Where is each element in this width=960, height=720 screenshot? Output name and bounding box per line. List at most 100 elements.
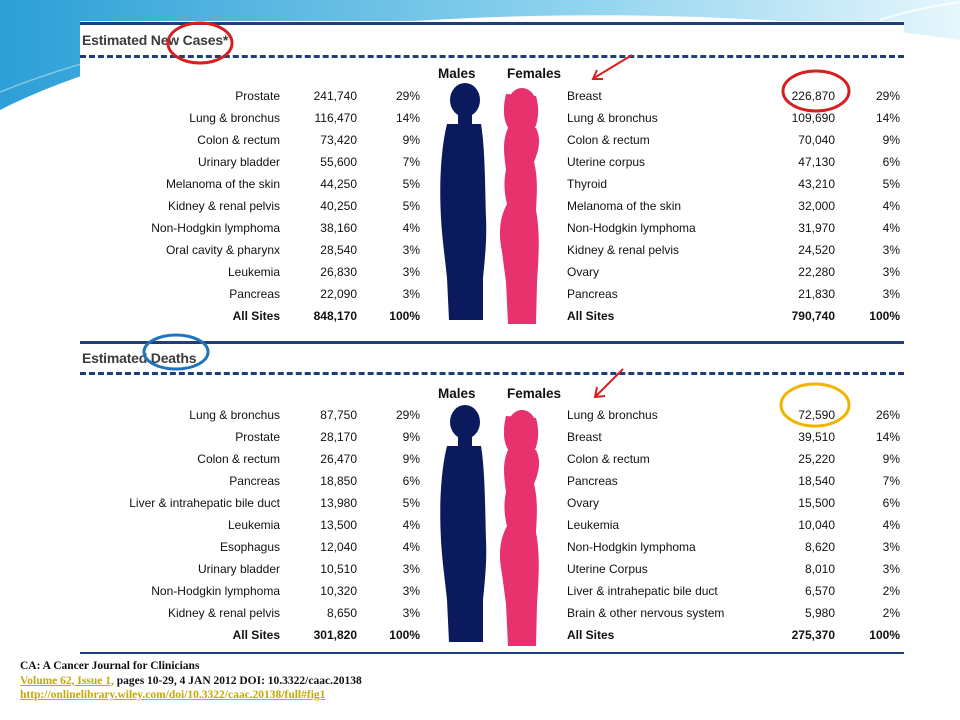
table-males-percent: 9%	[402, 133, 420, 147]
table-females-percent: 7%	[882, 474, 900, 488]
new-cases-title: Estimated New Cases*	[82, 32, 229, 48]
table-females-percent: 3%	[882, 243, 900, 257]
table-males-percent: 29%	[395, 89, 420, 103]
table-females-site: Non-Hodgkin lymphoma	[567, 540, 696, 554]
table-males-count: 28,170	[320, 430, 357, 444]
top-rule	[80, 22, 904, 25]
table-males-site: Prostate	[235, 89, 280, 103]
table-males-percent: 3%	[402, 562, 420, 576]
table-males-percent: 3%	[402, 584, 420, 598]
table-females-site: Thyroid	[567, 177, 608, 191]
table-females-percent: 9%	[882, 452, 900, 466]
total-females-count: 790,740	[791, 309, 835, 323]
table-males-count: 10,510	[320, 562, 357, 576]
table-males-site: Lung & bronchus	[189, 111, 280, 125]
total-females-count: 275,370	[791, 628, 835, 642]
total-females-site: All Sites	[567, 309, 615, 323]
table-females-percent: 2%	[882, 606, 900, 620]
total-females-percent: 100%	[869, 309, 900, 323]
table-males-site: Prostate	[235, 430, 280, 444]
table-females-count: 226,870	[791, 89, 835, 103]
table-females-count: 5,980	[804, 606, 835, 620]
table-females-site: Melanoma of the skin	[567, 199, 682, 213]
table-males-site: Lung & bronchus	[189, 408, 280, 422]
table-males-percent: 4%	[402, 518, 420, 532]
table-males-site: Leukemia	[227, 265, 280, 279]
table-males-percent: 7%	[402, 155, 420, 169]
citation-volume-link[interactable]: Volume 62, Issue 1,	[20, 674, 114, 687]
table-males-count: 10,320	[320, 584, 357, 598]
table-males-percent: 9%	[402, 430, 420, 444]
total-females-site: All Sites	[567, 628, 615, 642]
table-females-site: Breast	[567, 89, 602, 103]
new-cases-females-header: Females	[507, 66, 562, 81]
table-males-count: 26,830	[320, 265, 357, 279]
deaths-males-header: Males	[438, 386, 476, 401]
table-males-count: 28,540	[320, 243, 357, 257]
table-females-percent: 26%	[875, 408, 900, 422]
table-males-site: Non-Hodgkin lymphoma	[151, 584, 280, 598]
table-females-site: Kidney & renal pelvis	[567, 243, 680, 257]
table-males-percent: 9%	[402, 452, 420, 466]
table-males-percent: 5%	[402, 199, 420, 213]
table-females-site: Lung & bronchus	[567, 111, 658, 125]
table-males-site: Colon & rectum	[197, 452, 280, 466]
new-cases-dashed-rule	[80, 55, 904, 58]
table-males-count: 73,420	[320, 133, 357, 147]
table-males-count: 38,160	[320, 221, 357, 235]
table-males-count: 13,980	[320, 496, 357, 510]
chart-panel	[80, 21, 904, 656]
table-males-percent: 3%	[402, 606, 420, 620]
table-females-count: 21,830	[798, 287, 835, 301]
table-females-count: 109,690	[791, 111, 835, 125]
table-males-count: 22,090	[320, 287, 357, 301]
table-females-site: Brain & other nervous system	[567, 606, 725, 620]
table-males-percent: 3%	[402, 287, 420, 301]
table-females-percent: 4%	[882, 199, 900, 213]
table-males-site: Leukemia	[227, 518, 280, 532]
deaths-females-header: Females	[507, 386, 562, 401]
table-females-count: 8,620	[804, 540, 835, 554]
table-females-percent: 6%	[882, 155, 900, 169]
table-females-count: 43,210	[798, 177, 835, 191]
middle-rule	[80, 341, 904, 344]
table-males-site: Colon & rectum	[197, 133, 280, 147]
table-males-percent: 3%	[402, 265, 420, 279]
table-males-percent: 3%	[402, 243, 420, 257]
table-females-site: Ovary	[567, 496, 600, 510]
table-females-count: 8,010	[804, 562, 835, 576]
total-males-percent: 100%	[389, 309, 420, 323]
citation-url-link[interactable]: http://onlinelibrary.wiley.com/doi/10.33…	[20, 689, 326, 701]
total-males-count: 301,820	[313, 628, 357, 642]
table-females-site: Uterine corpus	[567, 155, 646, 169]
table-females-percent: 9%	[882, 133, 900, 147]
table-females-count: 24,520	[798, 243, 835, 257]
table-males-site: Kidney & renal pelvis	[167, 606, 280, 620]
table-females-count: 15,500	[798, 496, 835, 510]
table-females-percent: 3%	[882, 265, 900, 279]
table-females-percent: 4%	[882, 221, 900, 235]
table-females-count: 72,590	[798, 408, 835, 422]
table-males-percent: 6%	[402, 474, 420, 488]
table-males-count: 40,250	[320, 199, 357, 213]
table-females-percent: 3%	[882, 562, 900, 576]
table-females-count: 39,510	[798, 430, 835, 444]
table-females-percent: 6%	[882, 496, 900, 510]
citation-journal: CA: A Cancer Journal for Clinicians	[20, 660, 200, 672]
table-males-site: Urinary bladder	[197, 562, 280, 576]
table-females-percent: 14%	[875, 111, 900, 125]
table-males-percent: 4%	[402, 221, 420, 235]
total-females-percent: 100%	[869, 628, 900, 642]
table-females-count: 10,040	[798, 518, 835, 532]
table-males-percent: 14%	[395, 111, 420, 125]
table-males-count: 116,470	[314, 111, 358, 125]
table-females-site: Non-Hodgkin lymphoma	[567, 221, 696, 235]
table-males-site: Urinary bladder	[197, 155, 280, 169]
table-females-count: 32,000	[798, 199, 835, 213]
table-females-count: 22,280	[798, 265, 835, 279]
table-females-count: 6,570	[804, 584, 835, 598]
table-females-site: Uterine Corpus	[567, 562, 648, 576]
table-males-count: 44,250	[320, 177, 357, 191]
table-females-percent: 14%	[875, 430, 900, 444]
table-males-percent: 5%	[402, 496, 420, 510]
